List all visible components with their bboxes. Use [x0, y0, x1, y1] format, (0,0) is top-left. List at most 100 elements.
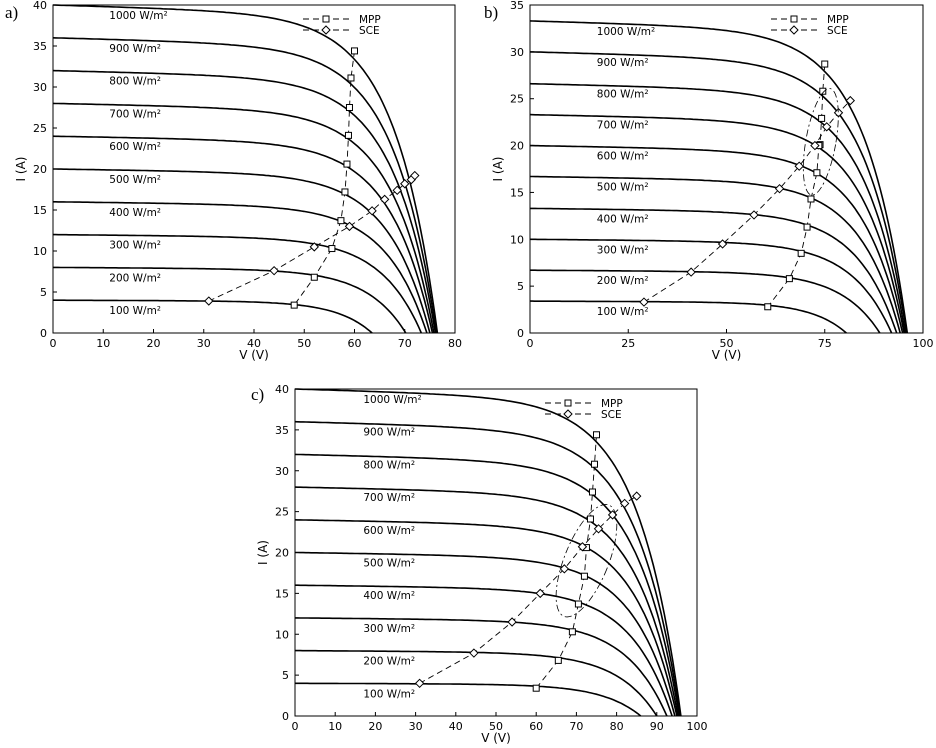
irradiance-label: 100 W/m²	[597, 306, 649, 318]
irradiance-label: 500 W/m²	[597, 181, 649, 193]
y-axis-label: I (A)	[491, 157, 505, 182]
sce-point	[410, 170, 420, 181]
x-tick-label: 70	[398, 337, 412, 350]
y-tick-label: 25	[33, 122, 47, 135]
mpp-point	[568, 628, 576, 636]
irradiance-label: 500 W/m²	[109, 174, 161, 186]
iv-curve	[294, 486, 679, 717]
x-tick-label: 75	[818, 337, 832, 350]
irradiance-label: 900 W/m²	[597, 57, 649, 69]
chart-panel-3: c) 0 10 20 30 40 50 60 70 80 90 100 0 5 10 15 20 25 30 35 40…	[251, 383, 708, 745]
y-tick-label: 25	[275, 506, 289, 519]
legend-diamond-marker	[563, 409, 573, 419]
y-tick-label: 40	[275, 383, 289, 396]
mpp-point	[590, 460, 598, 468]
sce-point	[379, 194, 390, 205]
x-axis-label: V (V)	[481, 731, 511, 745]
x-tick-label: 10	[96, 337, 110, 350]
x-tick-label: 10	[328, 720, 342, 733]
iv-curve	[53, 233, 423, 334]
irradiance-label: 900 W/m²	[109, 43, 161, 55]
iv-curve	[52, 102, 435, 334]
iv-curve	[294, 519, 678, 717]
iv-curve	[294, 420, 681, 717]
irradiance-label: 100 W/m²	[363, 688, 415, 700]
irradiance-label: 800 W/m²	[109, 76, 161, 88]
sce-point	[639, 297, 649, 307]
irradiance-label: 600 W/m²	[597, 151, 649, 163]
x-tick-label: 70	[569, 720, 583, 733]
x-tick-label: 80	[610, 720, 624, 733]
sce-point	[204, 296, 214, 306]
x-tick-label: 0	[292, 720, 299, 733]
y-axis-label: I (A)	[256, 540, 270, 565]
iv-curves	[529, 20, 909, 334]
mpp-point	[803, 223, 811, 231]
mpp-point	[588, 488, 596, 496]
panel-label: b)	[484, 3, 498, 22]
iv-curve	[52, 135, 434, 334]
irradiance-label: 600 W/m²	[109, 141, 161, 153]
y-tick-label: 35	[510, 0, 524, 12]
mpp-point	[586, 515, 594, 523]
irradiance-label: 300 W/m²	[597, 244, 649, 256]
legend-label: MPP	[827, 14, 849, 26]
series-line-mpp	[293, 50, 355, 306]
sce-point	[631, 491, 642, 501]
irradiance-label: 1000 W/m²	[597, 26, 655, 38]
mpp-point	[764, 303, 772, 311]
panel-label: a)	[5, 3, 18, 22]
x-tick-label: 50	[489, 720, 503, 733]
irradiance-label: 200 W/m²	[597, 275, 649, 287]
y-tick-label: 5	[517, 280, 524, 293]
mpp-point	[341, 188, 349, 196]
mpp-point	[821, 60, 829, 68]
iv-curve	[295, 584, 673, 717]
series-line-mpp	[767, 63, 826, 308]
series-line-sce	[208, 175, 416, 302]
y-tick-label: 0	[517, 327, 524, 340]
mpp-point	[813, 169, 821, 177]
x-tick-label: 50	[297, 337, 311, 350]
iv-curve	[295, 551, 676, 717]
legend-label: MPP	[359, 14, 381, 26]
iv-curve	[52, 4, 439, 334]
legend-label: SCE	[601, 409, 622, 421]
iv-curve	[52, 69, 437, 334]
irradiance-label: 700 W/m²	[597, 120, 649, 132]
y-tick-label: 10	[33, 245, 47, 258]
y-tick-label: 35	[33, 40, 47, 53]
y-tick-label: 0	[282, 710, 289, 723]
sce-point	[774, 183, 785, 194]
irradiance-label: 900 W/m²	[363, 427, 415, 439]
legend-label: SCE	[359, 25, 380, 37]
sce-point	[507, 617, 517, 627]
sce-point	[810, 140, 820, 151]
irradiance-label: 700 W/m²	[109, 108, 161, 120]
chart-panel-2: b) 0 25 50 75 100 0 5 10 15 20 25 30 35 V (V) I (A) 1000…	[484, 0, 934, 362]
irradiance-label: 100 W/m²	[109, 305, 161, 317]
series-line-sce	[643, 100, 851, 303]
x-axis-label: V (V)	[239, 348, 269, 362]
y-tick-label: 15	[510, 186, 524, 199]
irradiance-label: 400 W/m²	[363, 590, 415, 602]
x-tick-label: 100	[913, 337, 934, 350]
x-tick-label: 60	[348, 337, 362, 350]
legend-square-marker	[564, 399, 572, 407]
legend-square-marker	[790, 15, 798, 23]
y-tick-label: 5	[40, 286, 47, 299]
iv-curve	[530, 238, 893, 334]
irradiance-label: 200 W/m²	[363, 656, 415, 668]
irradiance-label: 300 W/m²	[363, 623, 415, 635]
x-tick-label: 30	[409, 720, 423, 733]
y-axis-label: I (A)	[14, 157, 28, 182]
mpp-point	[785, 275, 793, 283]
y-tick-label: 15	[33, 204, 47, 217]
mpp-point	[310, 273, 318, 281]
iv-curve	[53, 299, 373, 334]
sce-point	[559, 564, 570, 574]
highlight-ellipse	[802, 88, 839, 196]
